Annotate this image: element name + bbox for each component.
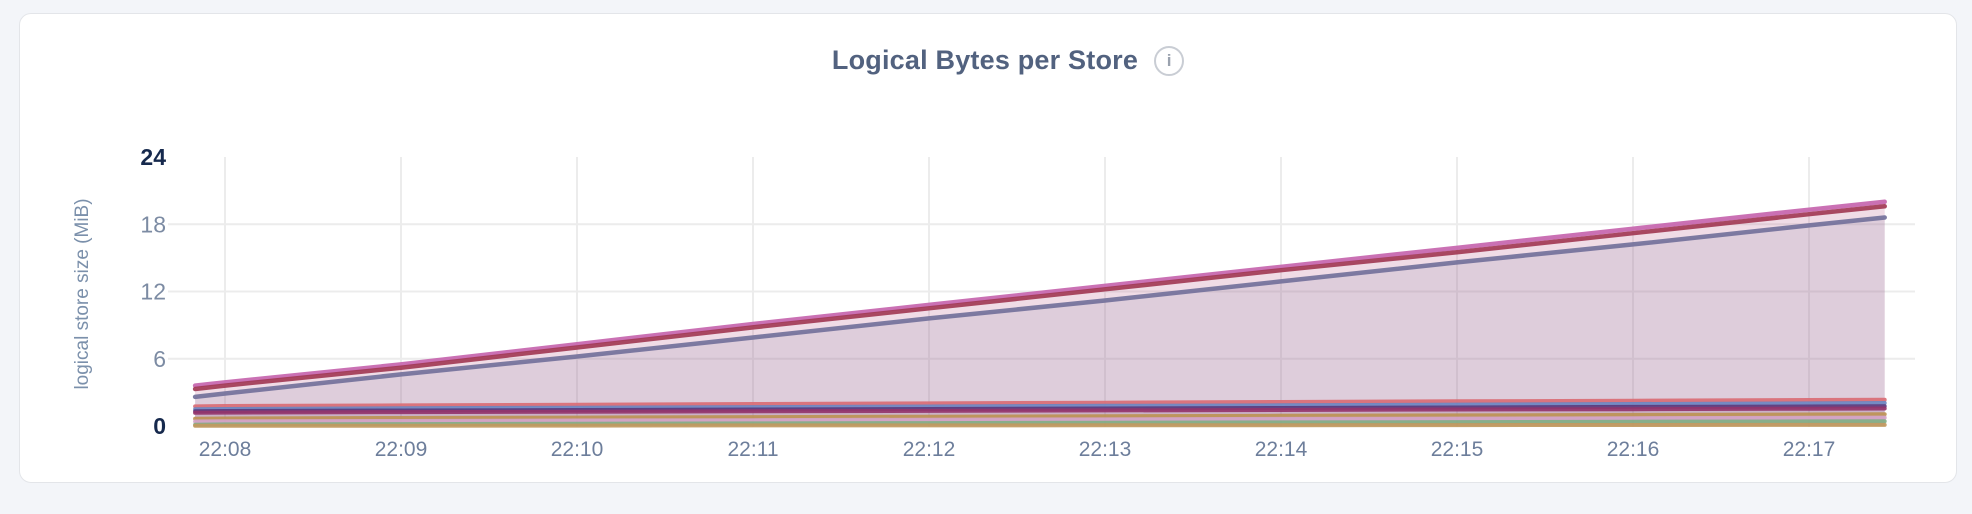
chart-card: Logical Bytes per Store i logical store … <box>19 13 1957 483</box>
series-8-line <box>193 412 1887 421</box>
series-9-line <box>193 415 1887 424</box>
series-3-area <box>195 217 1885 426</box>
series-4-line <box>193 397 1887 409</box>
x-tick-label: 22:12 <box>903 438 956 461</box>
chart-canvas[interactable]: 0 6 12 18 24 22:08 22:09 22:10 22:11 22:12 22:13 22… <box>20 14 1972 514</box>
y-tick-label: 24 <box>140 144 166 170</box>
y-tick-label: 12 <box>140 279 166 305</box>
series-1-line <box>192 199 1887 388</box>
series-7-line <box>193 406 1887 415</box>
x-tick-label: 22:17 <box>1783 438 1836 461</box>
series-1-area <box>195 201 1885 426</box>
info-icon[interactable]: i <box>1154 46 1185 76</box>
series-3-line <box>192 215 1887 400</box>
series-5-line <box>193 401 1887 412</box>
x-tick-label: 22:14 <box>1255 438 1308 461</box>
x-tick-label: 22:08 <box>199 438 252 461</box>
y-tick-label: 6 <box>153 346 166 372</box>
y-tick-label: 18 <box>140 211 166 237</box>
x-tick-label: 22:11 <box>728 438 779 461</box>
chart-header: Logical Bytes per Store i <box>39 45 1972 76</box>
info-icon-glyph: i <box>1166 51 1172 70</box>
x-tick-label: 22:09 <box>375 438 428 461</box>
page-background: Logical Bytes per Store i logical store … <box>19 13 1957 483</box>
x-tick-label: 22:15 <box>1431 438 1484 461</box>
chart-title: Logical Bytes per Store <box>831 45 1139 76</box>
series-2-line <box>192 204 1887 392</box>
series-11-line <box>193 422 1887 428</box>
y-tick-label: 0 <box>153 413 166 439</box>
x-tick-label: 22:13 <box>1079 438 1132 461</box>
x-tick-label: 22:16 <box>1607 438 1660 461</box>
x-tick-label: 22:10 <box>551 438 604 461</box>
